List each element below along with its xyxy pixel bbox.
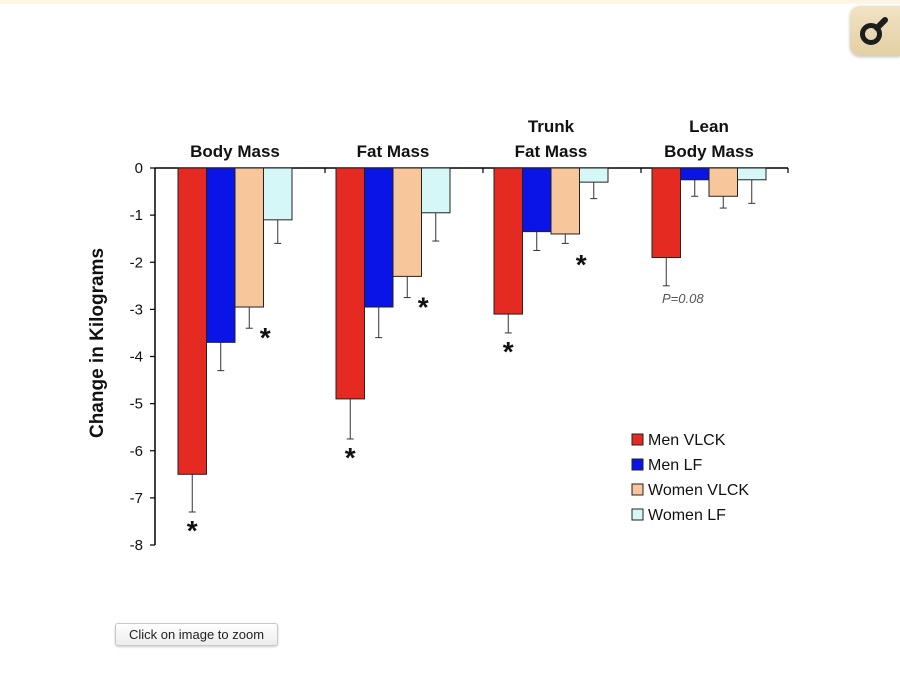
y-tick-label: -1 [130,207,143,224]
bar [680,167,710,181]
significance-asterisk: * [576,249,587,280]
significance-asterisk: * [503,336,514,367]
y-tick-label: -8 [130,537,143,554]
zoom-tool-button[interactable] [850,6,900,56]
significance-asterisk: * [187,515,198,546]
y-tick-label: -4 [130,349,143,366]
bar [421,167,451,214]
bar [263,167,293,221]
bar [522,167,552,233]
p-value-annotation: P=0.08 [662,291,704,306]
bar [708,167,738,197]
y-tick-label: -7 [130,490,143,507]
significance-asterisk: * [418,291,429,322]
category-label: Fat Mass [515,142,588,161]
y-tick-label: 0 [135,160,143,177]
bar [177,167,207,475]
bars [177,167,767,475]
magnifier-icon [860,17,888,45]
significance-asterisk: * [260,322,271,353]
y-tick-label: -5 [130,396,143,413]
legend-label: Women LF [648,507,726,524]
bar [493,167,523,315]
bar [550,167,580,235]
y-axis-label: Change in Kilograms [87,248,108,438]
y-tick-label: -2 [130,254,143,271]
category-label: Trunk [528,117,575,136]
significance-markers: * * * * * * [187,249,587,546]
y-tick-label: -3 [130,301,143,318]
error-bars [188,179,756,513]
y-tick-label: -6 [130,443,143,460]
category-label: Body Mass [664,142,754,161]
legend-label: Women VLCK [648,482,749,499]
category-label: Fat Mass [357,142,430,161]
legend-swatch [631,508,644,521]
bar [737,167,767,181]
legend-swatch [631,458,644,471]
bar [206,167,236,343]
significance-asterisk: * [345,442,356,473]
category-labels: Body Mass Fat Mass Trunk Fat Mass Lean Body M… [190,117,754,161]
bar [335,167,365,400]
annotations: P=0.08 [662,291,704,306]
legend-swatch [631,433,644,446]
y-axis-ticks: 0 -1 -2 -3 -4 -5 -6 -7 -8 [130,160,155,554]
bar [364,167,394,308]
legend-label: Men LF [648,457,702,474]
legend: Men VLCK Men LF Women VLCK Women LF [631,432,749,524]
category-label: Body Mass [190,142,280,161]
bar [579,167,609,183]
top-banner-strip [0,0,900,4]
legend-swatch [631,483,644,496]
zoom-hint-button[interactable]: Click on image to zoom [115,623,278,646]
bar [234,167,264,308]
legend-label: Men VLCK [648,432,726,449]
bar [392,167,422,277]
bar [651,167,681,259]
category-label: Lean [689,117,729,136]
